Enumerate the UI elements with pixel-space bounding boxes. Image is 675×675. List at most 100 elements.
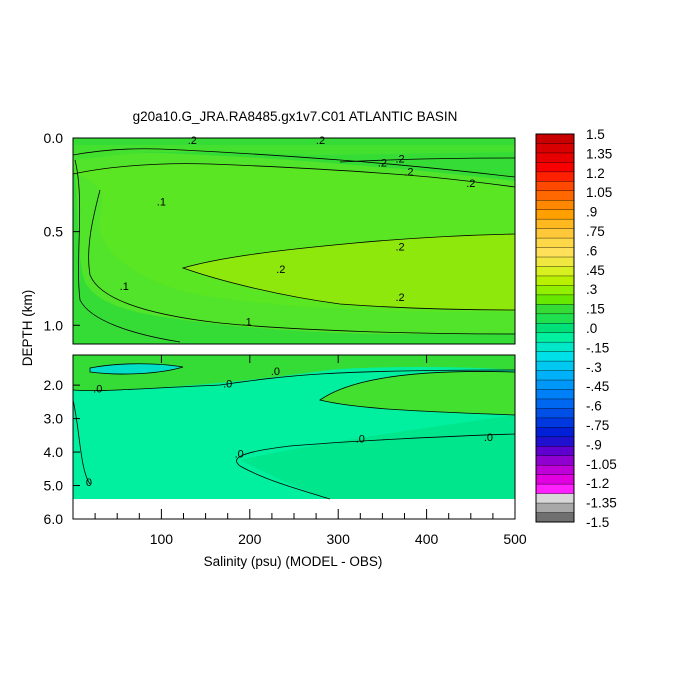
upper-contour-2 xyxy=(72,163,516,188)
colorbar-frame xyxy=(535,133,575,523)
lower-contour-5 xyxy=(72,399,91,485)
lower-contour-3 xyxy=(236,433,516,500)
colorbar-swatch xyxy=(536,219,574,230)
colorbar-swatch xyxy=(536,474,574,485)
contour-label: .1 xyxy=(243,317,252,329)
colorbar-label: 1.35 xyxy=(586,146,612,161)
colorbar-swatch xyxy=(536,275,574,286)
upper-panel xyxy=(72,137,516,345)
contour-label: .0 xyxy=(356,434,365,446)
x-tick-label: 100 xyxy=(150,531,174,547)
colorbar-swatch xyxy=(536,417,574,428)
colorbar-swatch xyxy=(536,342,574,353)
y-tick-label: 2.0 xyxy=(44,377,64,393)
lower-panel xyxy=(72,354,516,520)
upper-surface-band xyxy=(73,145,515,162)
contour-label: .2 xyxy=(395,154,404,166)
contour-label: 0 xyxy=(86,477,92,489)
upper-frame xyxy=(72,137,516,345)
colorbar-swatch xyxy=(536,408,574,419)
colorbar-swatch xyxy=(536,200,574,211)
colorbar-swatch xyxy=(536,361,574,371)
colorbar-swatch xyxy=(536,484,574,495)
colorbar-swatch xyxy=(536,162,574,173)
colorbar-swatch xyxy=(536,143,574,154)
colorbar-swatch xyxy=(536,436,574,447)
colorbar-swatch xyxy=(536,503,574,513)
colorbar-label: -.45 xyxy=(586,379,609,394)
upper-contour-4 xyxy=(88,189,516,335)
chart-title: g20a10.G_JRA.RA8485.gx1v7.C01 ATLANTIC B… xyxy=(133,109,458,124)
lower-contour-4 xyxy=(89,363,184,375)
upper-contour-5 xyxy=(74,159,181,343)
lower-right-band xyxy=(320,371,515,415)
colorbar-swatch xyxy=(536,304,574,315)
colorbar-swatch xyxy=(536,190,574,201)
upper-contour-6 xyxy=(339,157,516,163)
colorbar-swatch xyxy=(536,446,574,457)
x-tick-label: 400 xyxy=(415,531,439,547)
colorbar-label: -.15 xyxy=(586,340,609,355)
colorbar-swatch xyxy=(536,512,574,523)
colorbar-swatch xyxy=(536,181,574,192)
y-axis-label: DEPTH (km) xyxy=(20,290,35,367)
contour-label: .2 xyxy=(316,135,325,147)
contour-label: .2 xyxy=(466,178,475,190)
contour-label: .2 xyxy=(188,135,197,147)
upper-core-band xyxy=(183,234,515,310)
colorbar-label: 1.2 xyxy=(586,166,605,181)
colorbar-swatch xyxy=(536,465,574,476)
contour-label: .2 xyxy=(276,264,285,276)
colorbar-swatch xyxy=(536,285,574,296)
y-tick-label: 6.0 xyxy=(44,511,64,527)
colorbar-label: -.9 xyxy=(586,437,602,452)
contour-label: .1 xyxy=(120,281,129,293)
colorbar-label: -.3 xyxy=(586,360,602,375)
colorbar-label: -1.5 xyxy=(586,515,609,530)
lower-contour-1 xyxy=(72,369,516,392)
colorbar-label: -1.05 xyxy=(586,457,617,472)
colorbar-label: .75 xyxy=(586,224,605,239)
colorbar-label: 1.05 xyxy=(586,185,612,200)
colorbar-label: .0 xyxy=(586,321,597,336)
colorbar-label: -.6 xyxy=(586,399,602,414)
colorbar-swatch xyxy=(536,370,574,381)
y-tick-label: 0.5 xyxy=(44,224,64,240)
colorbar-swatch xyxy=(536,455,574,466)
x-tick-label: 500 xyxy=(503,531,527,547)
colorbar-swatch xyxy=(536,247,574,258)
colorbar-label: .3 xyxy=(586,282,597,297)
colorbar-swatch xyxy=(536,398,574,409)
colorbar-swatch xyxy=(536,493,574,504)
colorbar-swatch xyxy=(536,294,574,305)
x-axis-label: Salinity (psu) (MODEL - OBS) xyxy=(204,554,383,569)
contour-label: .0 xyxy=(235,449,244,461)
colorbar-label: 1.5 xyxy=(586,127,605,142)
colorbar-label: .15 xyxy=(586,302,605,317)
colorbar-label: -1.2 xyxy=(586,476,609,491)
colorbar-swatch xyxy=(536,323,574,334)
y-tick-label: 1.0 xyxy=(44,317,64,333)
contour-label: .0 xyxy=(223,378,232,390)
colorbar-swatch xyxy=(536,209,574,220)
colorbar-label: -1.35 xyxy=(586,496,617,511)
colorbar-label: .6 xyxy=(586,243,597,258)
lower-contour-2 xyxy=(319,371,516,416)
colorbar-swatch xyxy=(536,171,574,182)
lower-upper-band xyxy=(73,355,515,391)
colorbar-swatch xyxy=(536,427,574,438)
contour-label: .2 xyxy=(404,167,413,179)
colorbar-swatch xyxy=(536,351,574,362)
contour-labels: .2.2.2.2.2.2.1.2.2.1.2.1.0.0.0.0.0.00 xyxy=(86,135,493,489)
colorbar-label: -.75 xyxy=(586,418,609,433)
colorbar-swatch xyxy=(536,238,574,248)
y-tick-label: 0.0 xyxy=(44,130,64,146)
colorbar-swatch xyxy=(536,332,574,343)
contour-label: .2 xyxy=(395,292,404,304)
colorbar-swatch xyxy=(536,266,574,277)
contour-label: .0 xyxy=(93,383,102,395)
upper-contour-1 xyxy=(72,148,516,178)
contour-label: .0 xyxy=(271,366,280,378)
colorbar-swatch xyxy=(536,152,574,163)
